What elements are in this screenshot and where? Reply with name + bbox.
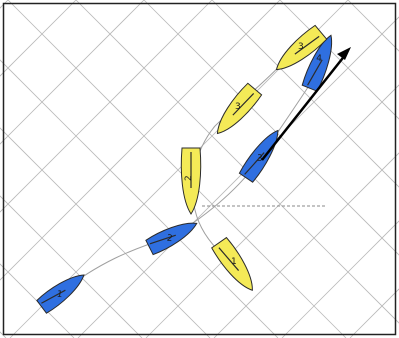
- boat-number: 2: [184, 175, 194, 181]
- arrow-icon: [261, 47, 351, 161]
- grid-line: [211, 0, 399, 188]
- grid-line: [0, 0, 77, 77]
- grid-line: [0, 0, 281, 281]
- grid-line: [213, 152, 399, 338]
- grid-line: [0, 0, 145, 145]
- boat-number: 3: [298, 42, 304, 52]
- blue-boat-4: 4: [301, 34, 333, 92]
- grid-line: [0, 0, 213, 213]
- grid-line: [143, 0, 399, 256]
- sail-icon: [294, 35, 320, 55]
- boat-number: 1: [56, 290, 63, 301]
- grid-line: [0, 195, 143, 338]
- yellow-boat-3: 3: [216, 82, 263, 135]
- boat-number: 2: [166, 234, 173, 245]
- yellow-boat-4: 3: [275, 24, 328, 71]
- sail-icon: [244, 152, 265, 175]
- grid-line: [279, 0, 399, 120]
- sail-icon: [149, 234, 176, 245]
- boat-number: 1: [231, 257, 237, 267]
- sail-icon: [41, 289, 66, 304]
- boat-number: 3: [257, 154, 263, 164]
- grid-line: [7, 0, 347, 338]
- grid-line: [0, 263, 75, 338]
- blue-track: [59, 65, 323, 294]
- blue-boat-1: 1: [36, 274, 85, 314]
- blue-boat-2: 2: [145, 222, 198, 256]
- boat-number: 3: [235, 102, 241, 112]
- sail-icon: [307, 59, 323, 86]
- grid-line: [0, 127, 211, 338]
- boat-number: 4: [316, 54, 322, 64]
- grid-line: [0, 59, 279, 338]
- grid-line: [281, 220, 399, 338]
- sail-icon: [232, 93, 255, 116]
- frame-border: [2, 2, 397, 336]
- sail-icon: [218, 247, 240, 271]
- yellow-boat-1: 1: [211, 236, 253, 291]
- yellow-boat-2: 2: [180, 147, 202, 215]
- grid-line: [145, 84, 399, 338]
